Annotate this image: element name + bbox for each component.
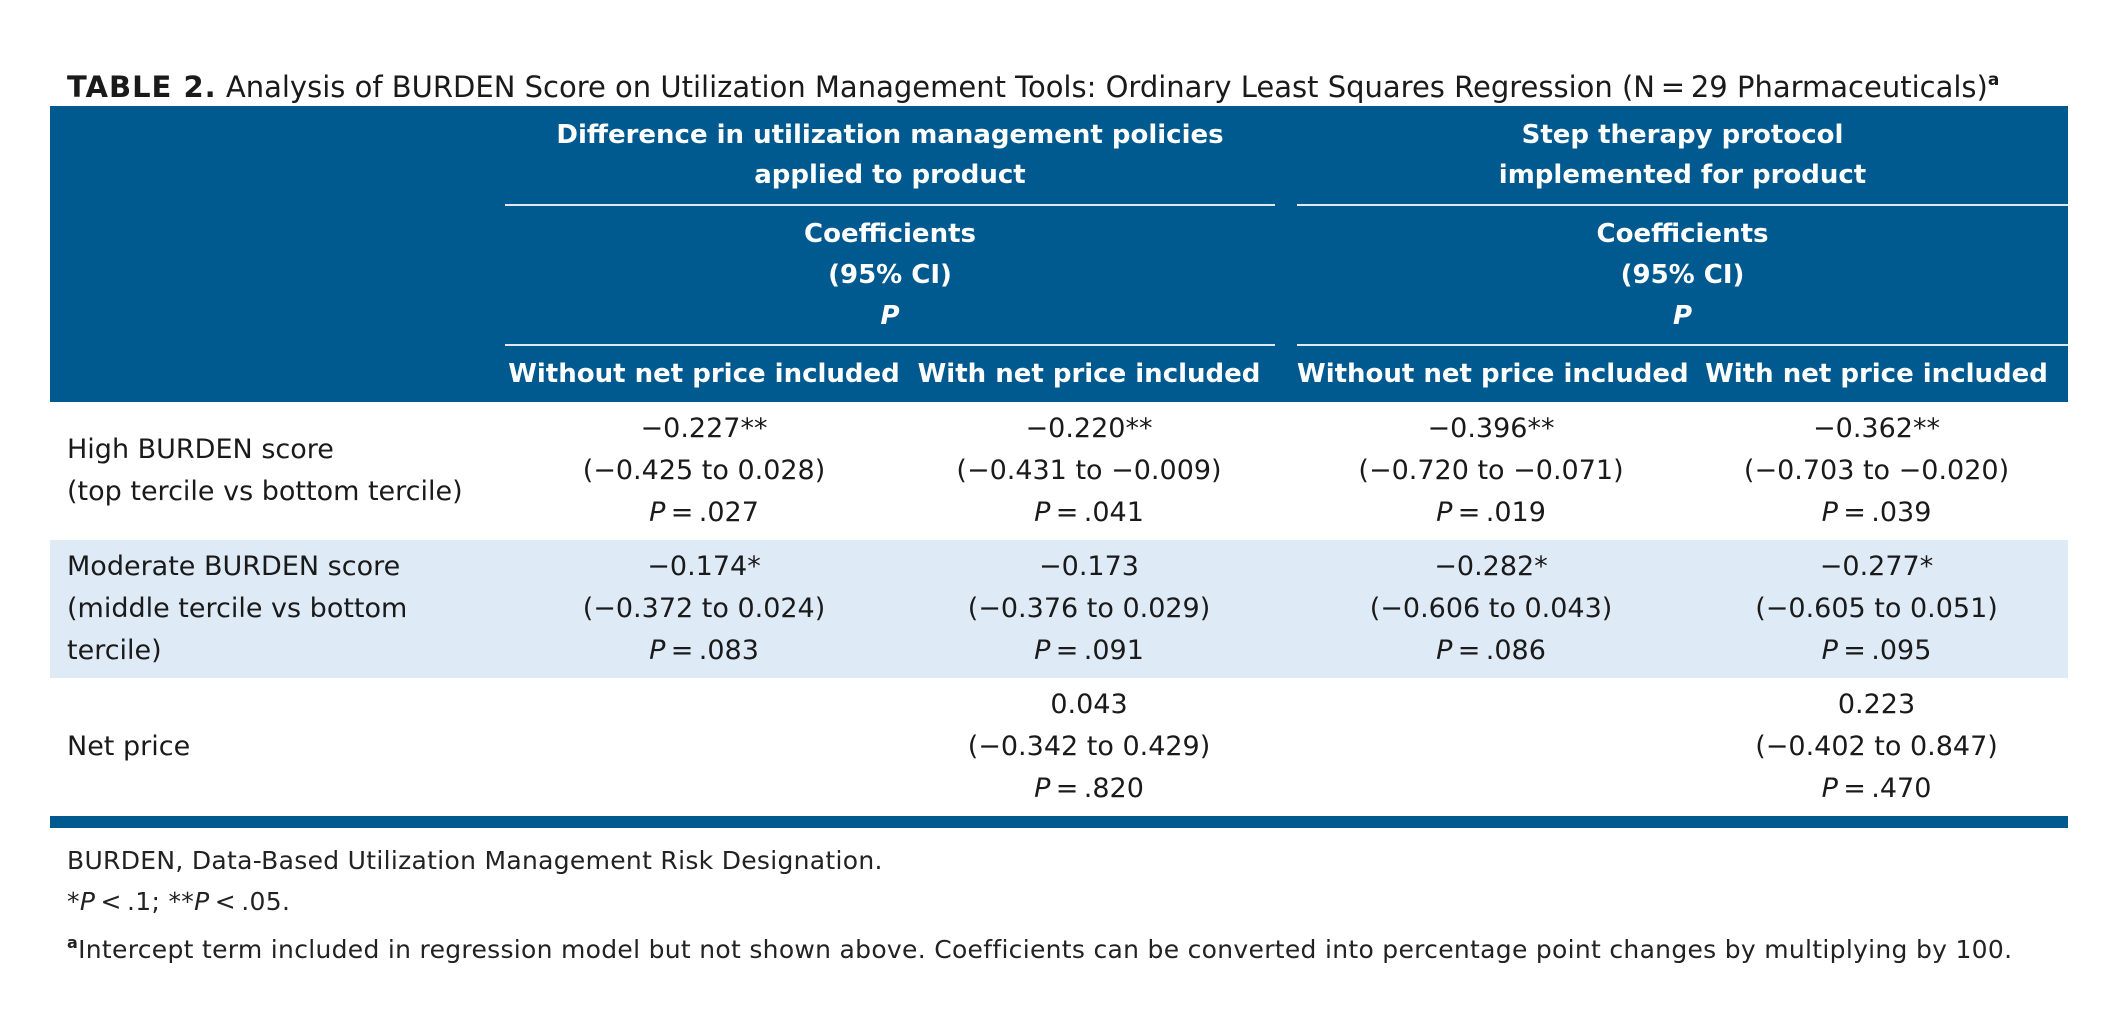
cell-ci: (−0.376 to 0.029) — [967, 593, 1211, 624]
coefficient-cell: −0.227** (−0.425 to 0.028) P = .027 — [505, 402, 903, 540]
cell-ci: (−0.425 to 0.028) — [582, 455, 826, 486]
cell-ci: (−0.606 to 0.043) — [1369, 593, 1613, 624]
cell-p: P = .091 — [1034, 635, 1144, 666]
coefficient-cell: −0.174* (−0.372 to 0.024) P = .083 — [505, 540, 903, 678]
cell-p: P = .039 — [1821, 497, 1932, 528]
cell-coef: −0.174* — [647, 551, 761, 582]
group-header-step-therapy: Step therapy protocol implemented for pr… — [1297, 106, 2069, 206]
cell-coef — [1297, 684, 1685, 726]
footnote-a: aIntercept term included in regression m… — [67, 933, 2013, 964]
table-figure: TABLE 2. Analysis of BURDEN Score on Uti… — [50, 58, 2069, 970]
coefficient-cell: −0.220** (−0.431 to −0.009) P = .041 — [903, 402, 1275, 540]
group-header-um-policies: Difference in utilization management pol… — [505, 106, 1276, 206]
cell-coef: −0.220** — [1025, 413, 1153, 444]
cell-ci: (−0.720 to −0.071) — [1358, 455, 1624, 486]
cell-ci: (−0.372 to 0.024) — [582, 593, 826, 624]
coefficient-cell — [505, 678, 903, 828]
coefficient-cell: −0.282* (−0.606 to 0.043) P = .086 — [1297, 540, 1686, 678]
cell-p — [1297, 768, 1685, 810]
table-notes: BURDEN, Data-Based Utilization Managemen… — [67, 840, 2068, 970]
regression-table: Difference in utilization management pol… — [50, 106, 2069, 828]
table-row: Net price 0.043 (−0.342 to 0.429) P = .820… — [50, 678, 2069, 828]
cell-p: P = .086 — [1436, 635, 1546, 666]
cell-p: P = .027 — [649, 497, 759, 528]
subheader-without-net-price-2: Without net price included — [1297, 345, 1689, 402]
gap-cell — [1275, 678, 1298, 828]
row-label-header — [50, 106, 505, 402]
coefficient-cell: −0.396** (−0.720 to −0.071) P = .019 — [1297, 402, 1685, 540]
cell-p — [505, 768, 903, 810]
cell-coef — [505, 684, 903, 726]
caption-footnote-marker: a — [1987, 70, 2000, 90]
cell-coef: −0.362** — [1813, 413, 1940, 444]
subheader-with-net-price-2: With net price included — [1685, 345, 2069, 402]
subheader-without-net-price-1: Without net price included — [505, 345, 903, 402]
row-label: High BURDEN score (top tercile vs bottom … — [67, 434, 463, 507]
cell-coef: −0.282* — [1434, 551, 1548, 582]
cell-coef: 0.043 — [1050, 689, 1128, 720]
cell-ci: (−0.431 to −0.009) — [956, 455, 1222, 486]
row-label: Moderate BURDEN score (middle tercile vs … — [50, 540, 505, 678]
gap-cell — [1275, 540, 1298, 678]
table-row: High BURDEN score (top tercile vs bottom … — [50, 402, 2068, 540]
row-label: Net price — [50, 678, 505, 828]
cell-p: P = .820 — [1034, 773, 1144, 804]
cell-p: P = .083 — [649, 635, 759, 666]
header-gap — [1275, 106, 1298, 402]
table-row: Moderate BURDEN score (middle tercile vs … — [50, 540, 2069, 678]
cell-p: P = .019 — [1436, 497, 1546, 528]
cell-ci — [1297, 726, 1685, 768]
cell-coef: −0.396** — [1427, 413, 1555, 444]
coefficient-cell: 0.223 (−0.402 to 0.847) P = .470 — [1685, 678, 2069, 828]
table-label: TABLE 2. — [67, 70, 217, 104]
cell-p: P = .041 — [1034, 497, 1144, 528]
cell-ci: (−0.402 to 0.847) — [1755, 731, 1998, 762]
cell-p: P = .095 — [1821, 635, 1932, 666]
subheader-with-net-price-1: With net price included — [903, 345, 1276, 402]
cell-coef: 0.223 — [1837, 689, 1916, 720]
table-caption: TABLE 2. Analysis of BURDEN Score on Uti… — [67, 58, 2068, 104]
coefficient-cell — [1297, 678, 1686, 828]
abbreviation-note: BURDEN, Data-Based Utilization Managemen… — [67, 846, 883, 875]
coefficient-cell: 0.043 (−0.342 to 0.429) P = .820 — [903, 678, 1276, 828]
cell-coef: −0.173 — [1039, 551, 1139, 582]
cell-p: P = .470 — [1821, 773, 1932, 804]
coefficient-cell: −0.362** (−0.703 to −0.020) P = .039 — [1685, 402, 2068, 540]
significance-note: *P < .1; **P < .05. — [67, 887, 291, 916]
cell-coef: −0.277* — [1819, 551, 1934, 582]
cell-ci — [505, 726, 903, 768]
coef-header-right: Coefficients (95% CI) P — [1297, 205, 2069, 346]
coefficient-cell: −0.277* (−0.605 to 0.051) P = .095 — [1685, 540, 2069, 678]
coefficient-cell: −0.173 (−0.376 to 0.029) P = .091 — [903, 540, 1276, 678]
cell-ci: (−0.342 to 0.429) — [967, 731, 1211, 762]
gap-cell — [1275, 402, 1297, 540]
cell-ci: (−0.703 to −0.020) — [1743, 455, 2010, 486]
table-body: High BURDEN score (top tercile vs bottom … — [50, 402, 2069, 828]
cell-coef: −0.227** — [640, 413, 768, 444]
coef-header-left: Coefficients (95% CI) P — [505, 205, 1276, 346]
cell-ci: (−0.605 to 0.051) — [1755, 593, 1998, 624]
caption-text: Analysis of BURDEN Score on Utilization … — [225, 70, 1988, 104]
